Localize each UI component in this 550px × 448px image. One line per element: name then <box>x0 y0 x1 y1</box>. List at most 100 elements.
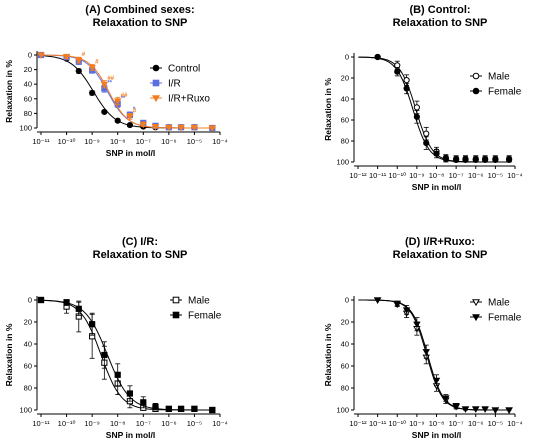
data-point-marker <box>422 349 430 356</box>
significance-marker: * <box>133 107 136 113</box>
x-tick-label: 10⁻⁴ <box>507 419 523 428</box>
y-tick-label: 0 <box>28 296 32 305</box>
x-tick-label: 10⁻⁹ <box>84 419 100 428</box>
data-point-marker <box>177 124 185 132</box>
series-female <box>358 297 513 414</box>
y-tick-label: 60 <box>24 94 32 103</box>
data-point-marker <box>114 117 121 124</box>
x-tick-label: 10⁻⁵ <box>488 171 503 180</box>
data-point-marker <box>433 150 440 157</box>
y-axis-label: Relaxation in % <box>323 78 333 141</box>
x-tick-label: 10⁻⁶ <box>468 419 483 428</box>
data-point-marker <box>403 77 410 84</box>
legend-label: Female <box>188 311 222 322</box>
data-point-marker <box>492 156 499 163</box>
legend-item: Control <box>150 64 200 75</box>
data-point-marker <box>89 89 96 97</box>
data-point-marker <box>37 52 45 59</box>
y-tick-label: 60 <box>341 116 349 125</box>
chart-title: (B) Control: Relaxation to SNP <box>393 4 488 29</box>
data-point-marker <box>177 405 185 412</box>
data-point-marker <box>75 305 82 312</box>
y-tick-label: 80 <box>24 384 32 393</box>
y-tick-label: 20 <box>24 65 32 74</box>
data-point-marker <box>152 79 160 87</box>
legend-item: Female <box>170 311 222 322</box>
chart-title-line: (A) Combined sexes: <box>85 4 194 16</box>
data-point-marker <box>472 87 480 95</box>
chart-title-line: (C) I/R: <box>122 236 158 248</box>
data-point-marker <box>152 64 160 72</box>
data-point-marker <box>101 108 108 116</box>
x-tick-label: 10⁻⁹ <box>84 137 100 146</box>
data-point-marker <box>423 130 430 137</box>
legend-label: I/R+Ruxo <box>168 94 210 105</box>
x-axis-label: SNP in mol/l <box>412 182 461 192</box>
chart-title: (A) Combined sexes: Relaxation to SNP <box>85 4 194 29</box>
y-tick-label: 40 <box>24 80 32 89</box>
series-female <box>37 296 216 414</box>
data-point-marker <box>461 406 470 413</box>
legend-label: Female <box>488 313 522 324</box>
x-tick-label: 10⁻¹⁰ <box>58 419 76 428</box>
x-tick-label: 10⁻¹⁰ <box>388 419 406 428</box>
data-point-marker <box>75 57 83 64</box>
data-point-marker <box>114 371 121 378</box>
chart-title-line: Relaxation to SNP <box>393 249 488 261</box>
data-point-marker <box>172 311 180 319</box>
legend-label: Male <box>188 296 210 307</box>
data-point-marker <box>505 407 513 414</box>
significance-marker: ## <box>121 93 128 99</box>
chart-title-line: Relaxation to SNP <box>393 17 488 29</box>
legend-item: I/R <box>150 79 181 90</box>
chart-title-line: Relaxation to SNP <box>93 17 188 29</box>
y-tick-label: 80 <box>24 109 32 118</box>
data-point-marker <box>394 68 401 75</box>
x-tick-label: 10⁻⁷ <box>136 137 151 146</box>
significance-marker: ** <box>121 96 126 102</box>
chart-title-line: (B) Control: <box>409 4 470 16</box>
legend-item: Female <box>470 87 522 98</box>
data-point-marker <box>126 390 134 397</box>
significance-marker: ** <box>107 81 112 87</box>
y-axis-label: Relaxation in % <box>4 60 14 123</box>
legend-item: I/R+Ruxo <box>150 94 210 105</box>
y-tick-label: 20 <box>341 74 349 83</box>
data-point-marker <box>151 123 160 131</box>
data-point-marker <box>75 67 82 75</box>
data-point-marker <box>453 156 460 163</box>
data-point-marker <box>423 140 430 147</box>
data-point-marker <box>432 377 441 385</box>
y-axis-label: Relaxation in % <box>323 323 333 386</box>
x-tick-label: 10⁻⁸ <box>429 419 444 428</box>
y-tick-label: 100 <box>19 406 32 415</box>
chart-panel-b: (B) Control: Relaxation to SNP 0 20 40 60 80 10… <box>323 4 523 192</box>
legend-label: I/R <box>168 79 181 90</box>
x-tick-label: 10⁻⁸ <box>110 419 125 428</box>
x-tick-label: 10⁻⁵ <box>488 419 503 428</box>
y-tick-label: 0 <box>345 296 349 305</box>
data-point-marker <box>505 156 513 163</box>
data-point-marker <box>452 403 460 410</box>
x-tick-label: 10⁻⁷ <box>449 419 464 428</box>
y-tick-label: 60 <box>341 362 349 371</box>
x-tick-label: 10⁻¹¹ <box>369 171 387 180</box>
x-tick-label: 10⁻⁹ <box>409 171 425 180</box>
y-tick-label: 40 <box>24 340 32 349</box>
chart-panel-a: (A) Combined sexes: Relaxation to SNP 0 20 4… <box>4 4 228 158</box>
data-point-marker <box>190 124 199 132</box>
legend-label: Male <box>488 72 510 83</box>
data-point-marker <box>472 406 480 413</box>
x-tick-label: 10⁻⁸ <box>110 137 125 146</box>
significance-marker: # <box>82 52 86 58</box>
data-point-marker <box>89 321 96 328</box>
data-point-marker <box>403 85 410 92</box>
data-point-marker <box>209 406 216 414</box>
data-point-marker <box>481 406 489 413</box>
data-point-marker <box>393 300 401 308</box>
legend-item: Male <box>470 72 510 83</box>
data-point-marker <box>191 405 198 412</box>
data-point-marker <box>472 72 480 80</box>
significance-marker: ## <box>107 76 114 82</box>
